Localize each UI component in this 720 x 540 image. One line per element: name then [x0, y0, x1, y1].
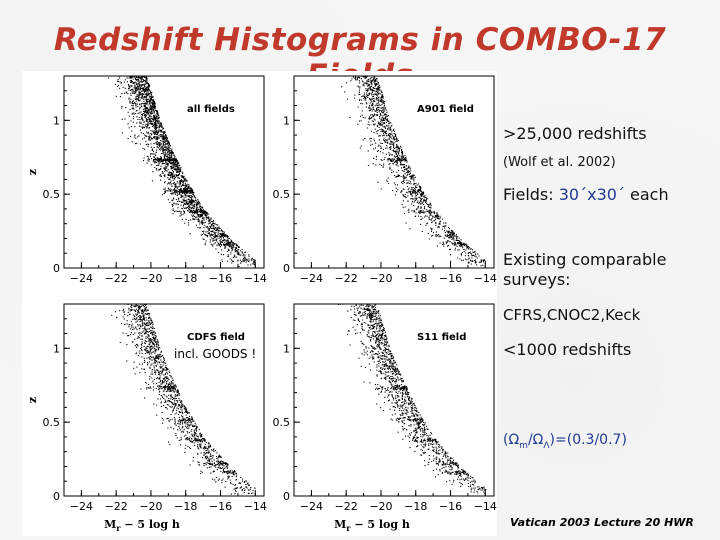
y-tick-label: 0.5	[43, 188, 61, 201]
bullet-redshift-count: >25,000 redshifts	[503, 124, 647, 143]
x-axis-label: Mr − 5 log h	[104, 518, 180, 533]
panel-frame	[293, 303, 495, 497]
scatter-panel: 0 0.5 1 −24 −22 −20 −18 −16 −14 all fields z	[26, 75, 267, 285]
x-tick-label: −22	[335, 500, 358, 513]
bullet-cosmology: (Ωm/ΩΛ)=(0.3/0.7)	[503, 432, 627, 451]
x-tick-label: −24	[70, 500, 93, 513]
y-tick-label: 0	[283, 262, 290, 275]
y-tick-label: 0	[283, 490, 290, 503]
x-tick-label: −16	[209, 500, 232, 513]
panel-frame	[293, 75, 495, 269]
x-axis-label-main: M	[334, 518, 346, 531]
x-tick-label: −18	[404, 272, 427, 285]
cosmo-sub-lambda: Λ	[543, 440, 550, 451]
x-tick-label: −24	[70, 272, 93, 285]
x-axis-label-main: M	[104, 518, 116, 531]
y-tick-label: 0	[53, 262, 60, 275]
y-tick-label: 0	[53, 490, 60, 503]
y-tick-label: 1	[283, 114, 290, 127]
x-tick-label: −20	[369, 272, 392, 285]
y-axis-label: z	[26, 397, 39, 403]
scatter-points	[341, 75, 486, 267]
x-tick-label: −20	[139, 500, 162, 513]
x-tick-label: −14	[244, 272, 267, 285]
x-tick-label: −16	[439, 272, 462, 285]
cosmo-open: (Ω	[503, 432, 520, 448]
cosmo-mid: /Ω	[527, 432, 544, 448]
scatter-panel: 0 0.5 1 −24 −22 −20 −18 −16 −14 S11 field Mr − 5 l…	[273, 303, 497, 533]
scatter-panel: 0 0.5 1 −24 −22 −20 −18 −16 −14 A901 field	[273, 75, 497, 285]
x-axis-label: Mr − 5 log h	[334, 518, 410, 533]
x-tick-label: −16	[439, 500, 462, 513]
x-tick-label: −16	[209, 272, 232, 285]
x-axis-label-rest: − 5 log h	[121, 518, 180, 531]
x-tick-label: −22	[105, 272, 128, 285]
fields-size: 30´x30´	[558, 185, 625, 204]
x-tick-label: −14	[474, 500, 497, 513]
fields-suffix: each	[624, 185, 669, 204]
scatter-plot-grid: 0 0.5 1 −24 −22 −20 −18 −16 −14 all fields z 0 0.5 1 −…	[26, 75, 497, 533]
scatter-points	[108, 75, 256, 267]
panel-label: CDFS field	[187, 332, 245, 343]
x-tick-label: −22	[335, 272, 358, 285]
y-tick-label: 1	[53, 114, 60, 127]
x-tick-label: −22	[105, 500, 128, 513]
x-axis-label-sub: r	[116, 523, 121, 533]
x-tick-label: −24	[300, 500, 323, 513]
x-axis-label-sub: r	[346, 523, 351, 533]
y-tick-label: 0.5	[43, 416, 61, 429]
panel-label: all fields	[187, 104, 235, 115]
fields-prefix: Fields:	[503, 185, 559, 204]
x-tick-label: −14	[474, 272, 497, 285]
panel-frame	[63, 75, 265, 269]
y-tick-label: 0.5	[273, 188, 291, 201]
scatter-points	[111, 303, 256, 495]
x-tick-label: −18	[174, 272, 197, 285]
bullet-survey-size: <1000 redshifts	[503, 340, 632, 359]
x-axis-label-rest: − 5 log h	[351, 518, 410, 531]
x-tick-label: −18	[404, 500, 427, 513]
panel-frame	[63, 303, 265, 497]
cosmo-close: )=(0.3/0.7)	[549, 432, 627, 448]
goods-annotation: incl. GOODS !	[172, 347, 259, 361]
y-tick-label: 1	[283, 342, 290, 355]
y-tick-label: 1	[53, 342, 60, 355]
bullet-existing-surveys: Existing comparable surveys:	[503, 250, 667, 289]
x-tick-label: −18	[174, 500, 197, 513]
x-tick-label: −14	[244, 500, 267, 513]
cosmo-sub-m: m	[519, 440, 528, 451]
footer: Vatican 2003 Lecture 20 HWR	[510, 516, 694, 529]
scatter-panel: 0 0.5 1 −24 −22 −20 −18 −16 −14 CDFS field z Mr − 5…	[26, 303, 267, 533]
y-tick-label: 0.5	[273, 416, 291, 429]
scatter-points	[337, 303, 487, 494]
x-tick-label: −20	[369, 500, 392, 513]
bullet-citation: (Wolf et al. 2002)	[503, 155, 616, 170]
bullet-fields: Fields: 30´x30´ each	[503, 185, 669, 204]
y-axis-label: z	[26, 169, 39, 175]
panel-label: S11 field	[417, 332, 466, 343]
bullet-survey-names: CFRS,CNOC2,Keck	[503, 306, 641, 324]
x-tick-label: −24	[300, 272, 323, 285]
x-tick-label: −20	[139, 272, 162, 285]
panel-label: A901 field	[417, 104, 474, 115]
redshift-scatter-figure: 0 0.5 1 −24 −22 −20 −18 −16 −14 all fields z 0 0.5 1 −…	[22, 71, 497, 536]
